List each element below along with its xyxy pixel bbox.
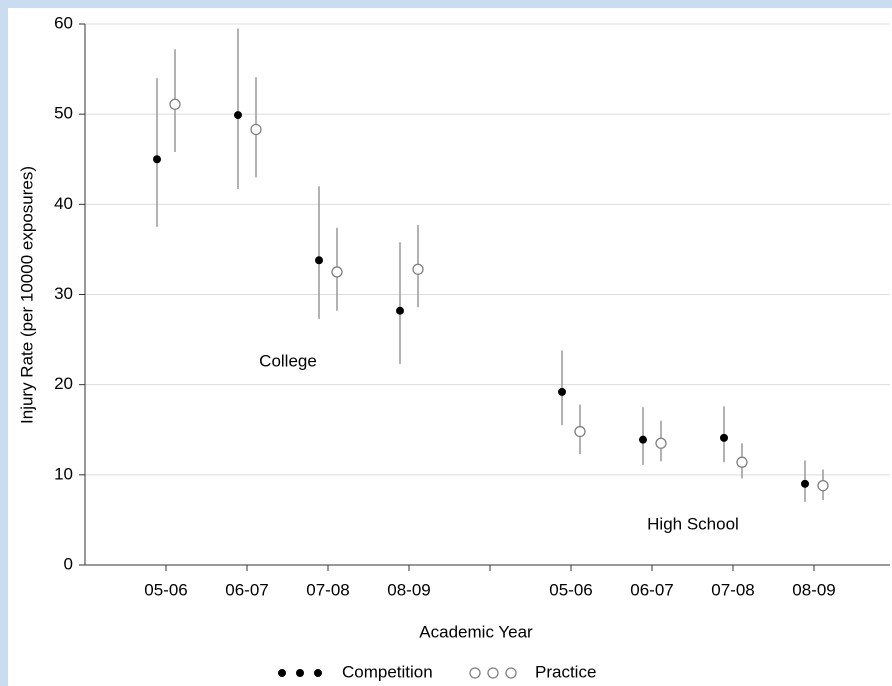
- x-tick-label: 05-06: [549, 580, 592, 599]
- legend-marker: [469, 667, 481, 679]
- x-tick-label: 08-09: [792, 580, 835, 599]
- legend-label: Competition: [342, 662, 433, 681]
- y-tick-label: 40: [54, 194, 73, 213]
- data-point: [558, 387, 566, 396]
- data-point: [396, 306, 404, 315]
- data-point: [639, 435, 647, 444]
- legend-marker: [505, 667, 517, 679]
- x-tick-label: 06-07: [630, 580, 673, 599]
- legend-label: Practice: [535, 662, 596, 681]
- data-point: [720, 433, 728, 442]
- y-tick-label: 10: [54, 464, 73, 483]
- data-point: [315, 256, 323, 265]
- data-point: [331, 266, 343, 278]
- data-point: [655, 437, 667, 449]
- data-point: [153, 155, 161, 164]
- x-tick-label: 08-09: [387, 580, 430, 599]
- y-tick-label: 20: [54, 374, 73, 393]
- legend-marker: [278, 669, 286, 677]
- y-axis-label: Injury Rate (per 10000 exposures): [17, 166, 36, 424]
- x-tick-label: 05-06: [144, 580, 187, 599]
- data-point: [412, 263, 424, 275]
- legend-marker: [487, 667, 499, 679]
- data-point: [817, 480, 829, 492]
- data-point: [169, 98, 181, 110]
- chart-background: [8, 8, 892, 686]
- x-tick-label: 07-08: [711, 580, 754, 599]
- annotation: High School: [647, 514, 739, 533]
- y-tick-label: 0: [64, 554, 73, 573]
- y-tick-label: 30: [54, 284, 73, 303]
- data-point: [234, 111, 242, 120]
- x-tick-label: 06-07: [225, 580, 268, 599]
- annotation: College: [259, 351, 317, 370]
- y-tick-label: 50: [54, 104, 73, 123]
- x-axis-label: Academic Year: [419, 622, 533, 641]
- x-tick-label: 07-08: [306, 580, 349, 599]
- legend-marker: [314, 669, 322, 677]
- data-point: [574, 425, 586, 438]
- y-tick-label: 60: [54, 13, 73, 32]
- data-point: [736, 456, 748, 468]
- legend-marker: [296, 669, 304, 677]
- data-point: [801, 479, 809, 488]
- data-point: [250, 123, 262, 136]
